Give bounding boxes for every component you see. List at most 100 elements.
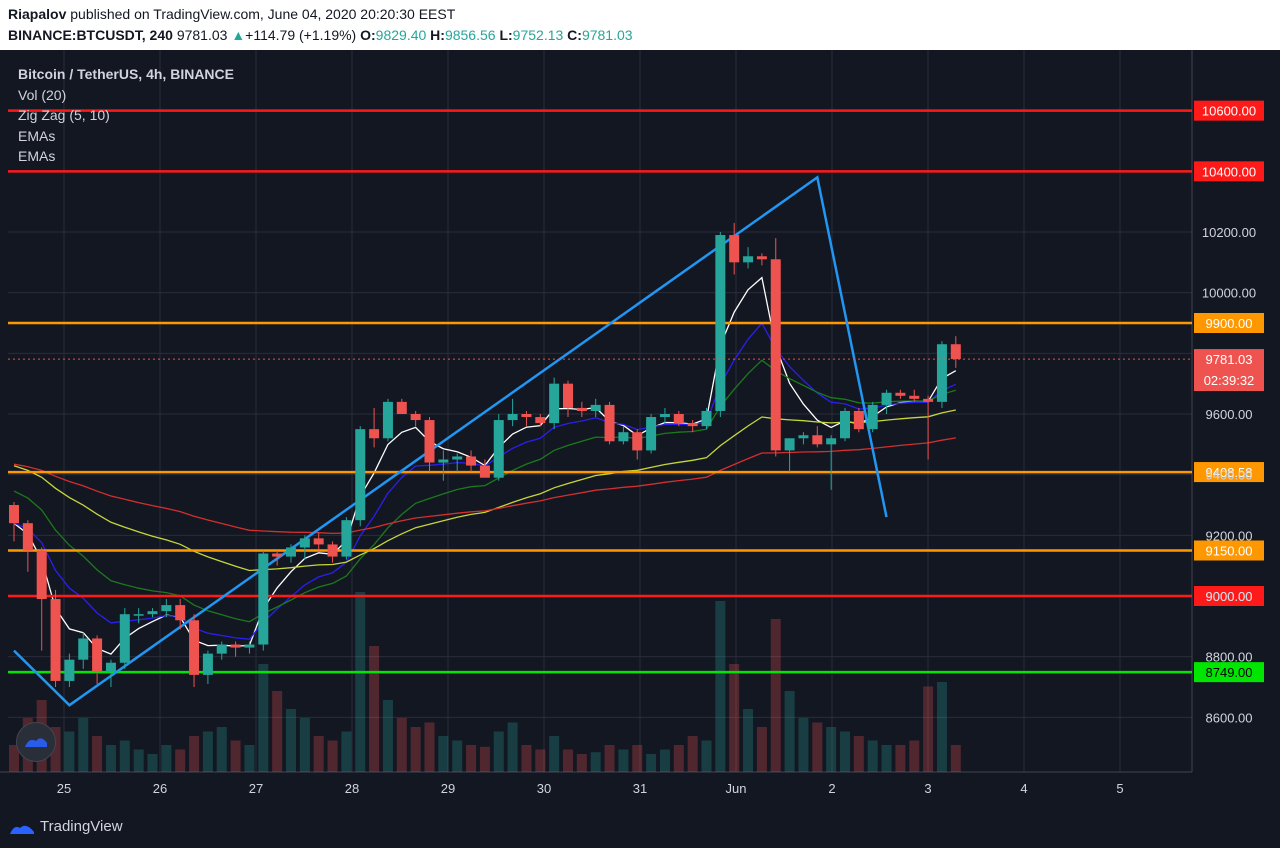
volume-bar [659,749,670,772]
candle-body [369,429,380,439]
volume-bar [64,731,75,772]
volume-bar [743,709,754,772]
chart-legend: Bitcoin / TetherUS, 4h, BINANCE Vol (20)… [18,64,234,167]
x-tick-label: 3 [924,781,931,796]
candle-body [950,344,961,360]
low-value: 9752.13 [512,27,564,43]
volume-bar [867,740,878,772]
legend-vol[interactable]: Vol (20) [18,86,67,103]
last-price: 9781.03 [176,27,228,43]
chart-area[interactable]: 10600.00 10400.00 9900.00 9408.58 9150.00 900… [0,50,1280,808]
volume-bar [355,592,366,772]
volume-bar [881,745,892,772]
volume-bar [92,736,103,772]
candle-body [64,659,75,681]
candle-body [258,553,269,645]
volume-bar [701,740,712,772]
symbol-label: BINANCE:BTCUSDT, 240 [8,27,173,43]
level-label-5: 9000.00 [1206,589,1253,604]
candle-body [202,653,213,675]
candle-body [272,553,283,557]
volume-bar [826,727,837,772]
volume-bar [341,731,352,772]
candle-body [770,259,781,451]
footer-brand[interactable]: TradingView [40,818,123,835]
candle-body [909,395,920,399]
volume-bar [119,740,130,772]
volume-bar [909,740,920,772]
volume-bar [923,686,934,772]
candle-body [9,505,19,524]
volume-bar [244,745,255,772]
y-tick-label: 8800.00 [1206,650,1253,665]
x-tick-label: 25 [57,781,71,796]
price-chart[interactable]: 10600.00 10400.00 9900.00 9408.58 9150.00 900… [0,50,1280,808]
level-label-2: 9900.00 [1206,316,1253,331]
candle-body [687,423,698,427]
volume-bar [175,749,186,772]
level-label-6: 8749.00 [1206,665,1253,680]
candle-body [396,401,407,414]
volume-bar [479,746,490,772]
candle-body [341,520,352,557]
candle-body [715,235,726,411]
volume-bar [784,691,795,772]
candle-body [563,383,573,408]
candle-body [867,404,878,430]
candle-body [133,614,144,616]
volume-bar [549,736,560,772]
legend-emas-1[interactable]: EMAs [18,127,56,144]
y-tick-label: 9200.00 [1206,528,1253,543]
candle-body [92,638,103,672]
legend-emas-2[interactable]: EMAs [18,148,56,164]
x-tick-label: 27 [249,781,263,796]
candle-body [50,599,61,681]
candle-body [576,407,587,411]
candle-body [701,410,712,427]
volume-bar [230,740,241,772]
candle-body [549,383,560,424]
candle-body [632,432,643,451]
candle-body [189,620,200,675]
candle-body [936,344,947,402]
candle-body [826,438,837,445]
level-tag-1 [1194,161,1264,182]
level-label-3: 9408.58 [1206,465,1253,480]
high-label: H: [430,27,445,43]
level-tag-3 [1194,462,1264,483]
legend-zigzag[interactable]: Zig Zag (5, 10) [18,107,110,123]
y-tick-label: 10200.00 [1202,225,1256,240]
volume-bar [590,752,601,772]
open-label: O: [360,27,376,43]
author-name[interactable]: Riapalov [8,6,67,22]
candle-body [299,538,310,548]
candle-body [493,420,504,478]
legend-title[interactable]: Bitcoin / TetherUS, 4h, BINANCE [18,66,234,82]
candle-body [78,638,89,660]
publish-line: Riapalov published on TradingView.com, J… [8,6,455,22]
volume-bar [202,731,213,772]
level-tag-2 [1194,313,1264,333]
ema-green-line [13,359,956,623]
volume-bar [936,682,947,772]
x-tick-label: 30 [537,781,551,796]
candle-body [216,644,227,654]
level-tag-0 [1194,100,1264,121]
candle-body [840,410,850,439]
publish-header: Riapalov published on TradingView.com, J… [0,0,1280,50]
volume-bar [618,749,629,772]
volume-bar [895,745,906,772]
y-tick-label: 9000.00 [1206,589,1253,604]
y-tick-label: 8600.00 [1206,710,1253,725]
candle-body [535,417,546,424]
volume-bar [272,691,283,772]
candle-body [327,544,338,557]
candle-body [590,404,601,411]
volume-bar [299,718,310,772]
price-change: +114.79 (+1.19%) [245,27,357,43]
level-tag-5 [1194,586,1264,606]
candle-body [175,605,186,621]
candle-body [646,417,657,451]
volume-bar [576,754,587,772]
volume-bar [161,745,172,772]
